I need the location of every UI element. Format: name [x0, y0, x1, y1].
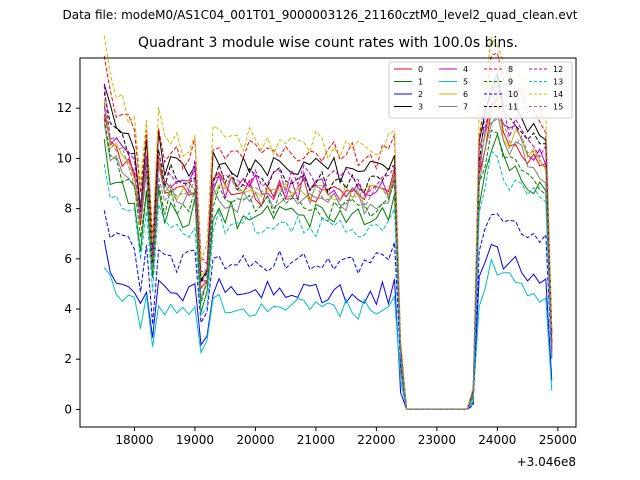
- chart-title: Quadrant 3 module wise count rates with …: [138, 35, 518, 51]
- ticks-layer: 18000 19000 20000 21000 22000 23000 24000 25000…: [57, 101, 577, 447]
- legend-label-5: 5: [463, 78, 468, 87]
- legend-label-10: 10: [508, 90, 518, 99]
- legend-label-7: 7: [463, 103, 468, 112]
- x-offset-label: +3.046e8: [517, 455, 576, 469]
- y-tick-label: 6: [64, 252, 72, 266]
- legend-label-0: 0: [418, 65, 423, 74]
- y-tick-label: 10: [57, 151, 72, 165]
- series-line-10: [103, 210, 553, 410]
- x-tick-label: 22000: [357, 433, 395, 447]
- legend-label-11: 11: [508, 103, 518, 112]
- series-line-15: [103, 102, 553, 410]
- series-line-3: [103, 72, 553, 410]
- series-line-13: [103, 149, 553, 410]
- series-line-2: [103, 239, 553, 410]
- y-tick-label: 0: [64, 402, 72, 416]
- legend-label-3: 3: [418, 103, 423, 112]
- legend-label-4: 4: [463, 65, 468, 74]
- legend-label-12: 12: [553, 65, 563, 74]
- legend-label-1: 1: [418, 78, 423, 87]
- x-tick-label: 19000: [176, 433, 214, 447]
- legend-label-2: 2: [418, 90, 423, 99]
- series-line-14: [103, 35, 553, 410]
- legend-label-9: 9: [508, 78, 513, 87]
- series-line-5: [103, 257, 553, 410]
- y-tick-label: 12: [57, 101, 72, 115]
- axes-frame: [79, 57, 577, 428]
- legend-label-13: 13: [553, 78, 563, 87]
- x-tick-label: 24000: [478, 433, 516, 447]
- series-line-7: [103, 112, 553, 410]
- legend-label-6: 6: [463, 90, 468, 99]
- y-tick-label: 4: [64, 302, 72, 316]
- x-tick-label: 25000: [539, 433, 577, 447]
- legend-label-8: 8: [508, 65, 513, 74]
- y-tick-label: 8: [64, 202, 72, 216]
- x-tick-label: 18000: [115, 433, 153, 447]
- series-line-11: [103, 76, 553, 410]
- series-layer: [103, 35, 553, 410]
- figure-suptitle: Data file: modeM0/AS1C04_001T01_90000031…: [62, 8, 578, 22]
- y-tick-label: 2: [64, 352, 72, 366]
- legend-box: [388, 61, 573, 119]
- x-tick-label: 21000: [297, 433, 335, 447]
- legend-label-14: 14: [553, 90, 563, 99]
- x-tick-label: 23000: [418, 433, 456, 447]
- series-line-0: [103, 96, 553, 410]
- legend-label-15: 15: [553, 103, 563, 112]
- x-tick-label: 20000: [236, 433, 274, 447]
